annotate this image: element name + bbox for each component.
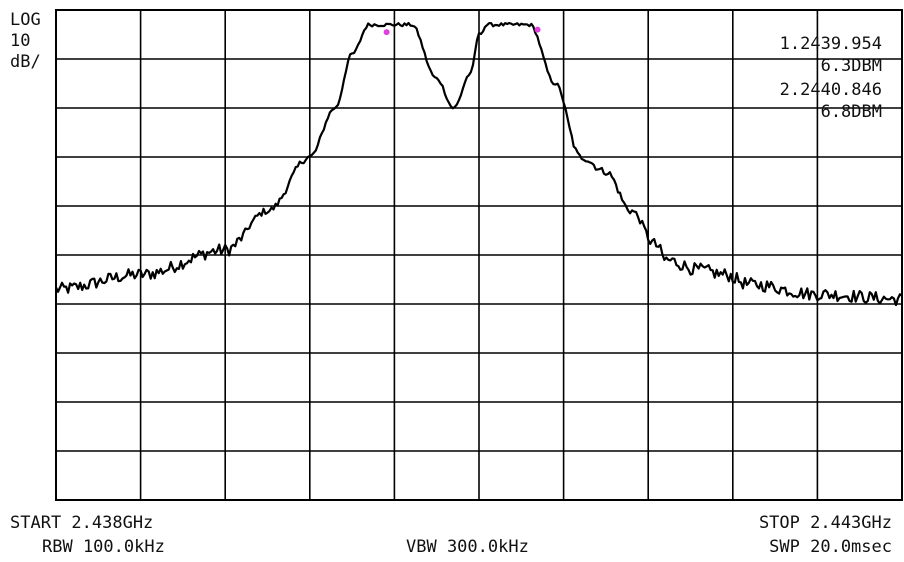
scale-unit-label: dB/: [10, 52, 41, 72]
resolution-bandwidth: RBW 100.0kHz: [42, 537, 165, 557]
video-bandwidth: VBW 300.0kHz: [406, 537, 529, 557]
scale-value-label: 10: [10, 31, 31, 51]
grid: [55, 9, 903, 501]
start-frequency: START 2.438GHz: [10, 513, 154, 533]
marker-2-frequency: 2.2440.846: [779, 80, 882, 100]
marker-2-level: 6.8DBM: [820, 102, 882, 122]
marker-dots: [383, 26, 541, 36]
sweep-time: SWP 20.0msec: [769, 537, 892, 557]
marker-1-frequency: 1.2439.954: [779, 34, 882, 54]
spectrum-trace: [54, 21, 903, 307]
marker-dot-1: [383, 29, 390, 36]
marker-dot-2: [534, 26, 541, 33]
stop-frequency: STOP 2.443GHz: [758, 513, 892, 533]
marker-1-level: 6.3DBM: [820, 56, 882, 76]
scale-log-label: LOG: [10, 10, 41, 30]
